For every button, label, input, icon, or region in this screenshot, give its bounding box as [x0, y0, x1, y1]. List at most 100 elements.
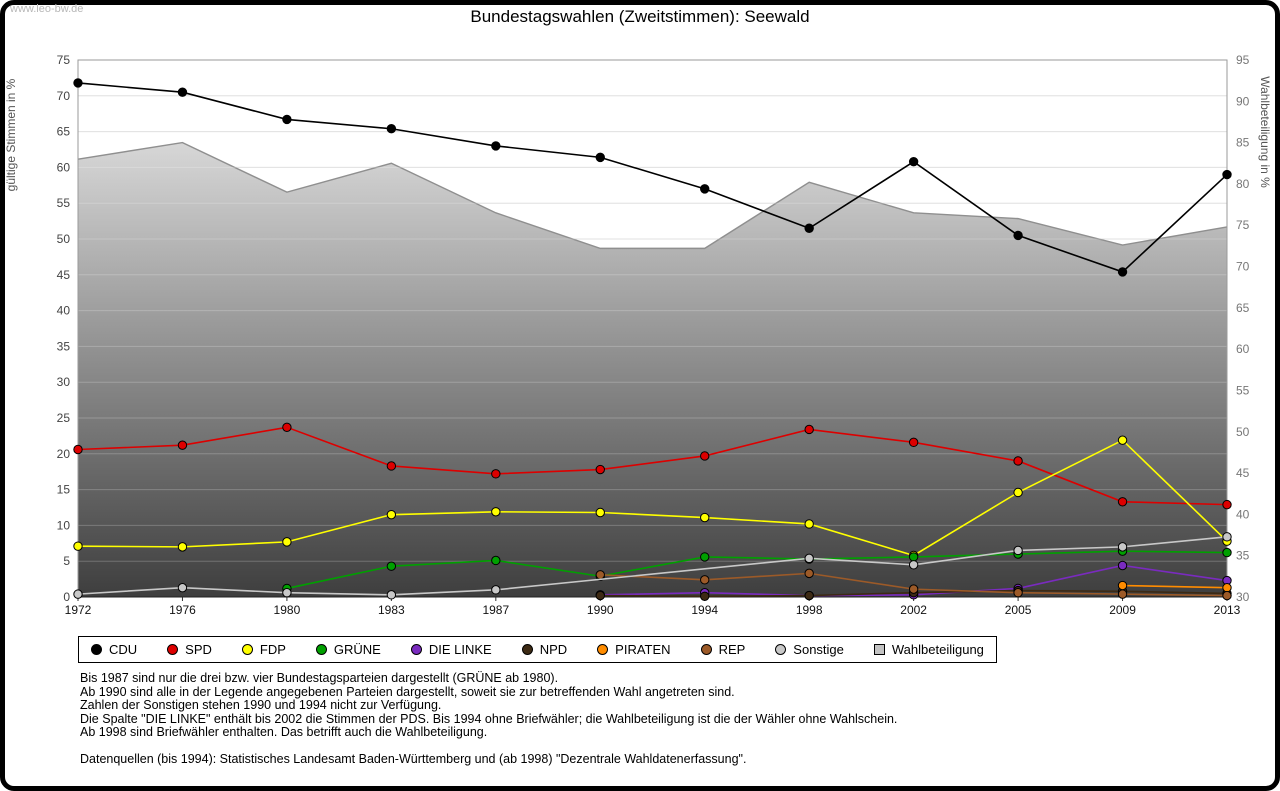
participation-area [78, 142, 1227, 597]
legend-item-die-linke: DIE LINKE [410, 642, 492, 657]
right-axis-tick-label: 55 [1236, 383, 1250, 397]
series-line-spd [77, 426, 1228, 506]
right-axis-tick-label: 45 [1236, 466, 1250, 480]
data-point-fdp [1013, 487, 1023, 498]
left-axis-tick-label: 25 [57, 411, 71, 425]
legend-item-sonstige: Sonstige [775, 642, 844, 657]
data-point-die-linke [1117, 560, 1128, 571]
watermark-url: www.leo-bw.de [10, 3, 84, 15]
footnotes: Bis 1987 sind nur die drei bzw. vier Bun… [80, 671, 897, 767]
left-axis-tick-label: 15 [57, 483, 71, 497]
right-axis-tick-label: 70 [1236, 260, 1250, 274]
x-axis-tick-label: 1976 [169, 603, 196, 617]
data-point-npd [595, 590, 605, 601]
data-point-cdu [595, 152, 605, 163]
left-axis-label: gültige Stimmen in % [4, 78, 18, 191]
data-point-spd [595, 464, 605, 475]
right-axis-tick-label: 30 [1236, 590, 1250, 604]
data-point-cdu [177, 87, 188, 97]
x-axis-tick-label: 1980 [274, 603, 301, 617]
data-point-rep [1117, 589, 1128, 599]
data-point-spd [386, 461, 397, 471]
legend-item-piraten: PIRATEN [597, 642, 671, 657]
footnote-line: Datenquellen (bis 1994): Statistisches L… [80, 752, 747, 766]
data-point-sonstige [73, 589, 83, 599]
legend-marker-npd [521, 644, 533, 655]
legend-label: GRÜNE [333, 642, 381, 657]
right-axis-tick-label: 65 [1236, 301, 1250, 315]
legend-item-spd: SPD [167, 642, 212, 657]
left-axis-tick-label: 10 [57, 518, 71, 532]
right-axis-tick-label: 60 [1236, 342, 1250, 356]
x-axis-tick-label: 1972 [65, 603, 92, 617]
data-point-cdu [73, 78, 83, 88]
footnote-line: Zahlen der Sonstigen stehen 1990 und 199… [80, 698, 442, 712]
data-point-cdu [1222, 169, 1232, 180]
x-axis-tick-label: 2009 [1109, 603, 1136, 617]
data-point-fdp [700, 512, 710, 523]
data-point-rep [804, 568, 814, 579]
right-axis-label: Wahlbeteiligung in % [1258, 76, 1272, 188]
data-point-fdp [282, 537, 292, 547]
legend-item-wahlbeteiligung: Wahlbeteiligung [873, 642, 984, 657]
legend-label: Sonstige [793, 642, 844, 657]
data-point-spd [908, 437, 919, 448]
x-axis-tick-label: 2013 [1214, 603, 1241, 617]
left-axis-tick-label: 55 [57, 196, 71, 210]
data-point-sonstige [908, 560, 919, 570]
data-point-sonstige [386, 590, 397, 600]
left-axis-tick-label: 70 [57, 89, 71, 103]
series-line-sonstige [77, 536, 1228, 596]
chart-canvas: gültige Stimmen in % Wahlbeteiligung in … [4, 53, 1272, 617]
left-axis-tick-label: 60 [57, 160, 71, 174]
legend-label: SPD [185, 642, 212, 657]
legend-marker-spd [167, 644, 179, 655]
data-point-cdu [282, 114, 292, 125]
data-point-grune [1222, 547, 1232, 558]
footnote-line: Bis 1987 sind nur die drei bzw. vier Bun… [80, 671, 559, 685]
data-point-grune [908, 552, 919, 562]
right-axis-tick-label: 85 [1236, 136, 1250, 150]
data-point-npd [804, 590, 814, 601]
legend-label: REP [718, 642, 746, 657]
right-axis-tick-label: 80 [1236, 177, 1250, 191]
legend-marker-piraten [597, 644, 609, 655]
legend-item-npd: NPD [521, 642, 567, 657]
left-axis-tick-label: 30 [57, 375, 71, 389]
x-axis-tick-label: 1994 [691, 603, 718, 617]
data-point-rep [595, 570, 605, 580]
data-point-spd [1013, 456, 1023, 466]
legend-marker-grune [315, 644, 327, 655]
right-axis-tick-label: 75 [1236, 218, 1250, 232]
data-point-sonstige [282, 588, 292, 598]
data-point-piraten [1222, 582, 1232, 593]
footnote-line [80, 740, 897, 754]
left-axis-tick-label: 35 [57, 339, 71, 353]
legend-marker-sonstige [775, 644, 787, 655]
legend-marker-wahlbeteiligung [873, 644, 885, 655]
legend-marker-rep [700, 644, 712, 655]
x-axis-tick-label: 1990 [587, 603, 614, 617]
data-point-spd [282, 422, 292, 433]
x-axis-tick-label: 1987 [482, 603, 509, 617]
left-axis-tick-label: 75 [57, 53, 71, 67]
data-point-rep [700, 575, 710, 585]
legend-item-cdu: CDU [91, 642, 137, 657]
data-point-spd [73, 444, 83, 455]
series-line-piraten [1122, 584, 1228, 589]
legend-label: PIRATEN [615, 642, 671, 657]
data-point-fdp [804, 519, 814, 529]
data-point-sonstige [1013, 545, 1023, 556]
x-axis-tick-label: 1998 [796, 603, 823, 617]
left-axis-tick-label: 65 [57, 125, 71, 139]
right-axis-tick-label: 35 [1236, 549, 1250, 563]
data-point-rep [1013, 588, 1023, 598]
data-point-grune [700, 552, 710, 562]
data-point-sonstige [804, 553, 814, 564]
footnote-line: Ab 1998 sind Briefwähler enthalten. Das … [80, 725, 488, 739]
data-point-sonstige [1222, 532, 1232, 542]
data-point-cdu [1013, 230, 1023, 241]
data-point-fdp [177, 542, 188, 552]
right-axis-tick-label: 95 [1236, 53, 1250, 67]
